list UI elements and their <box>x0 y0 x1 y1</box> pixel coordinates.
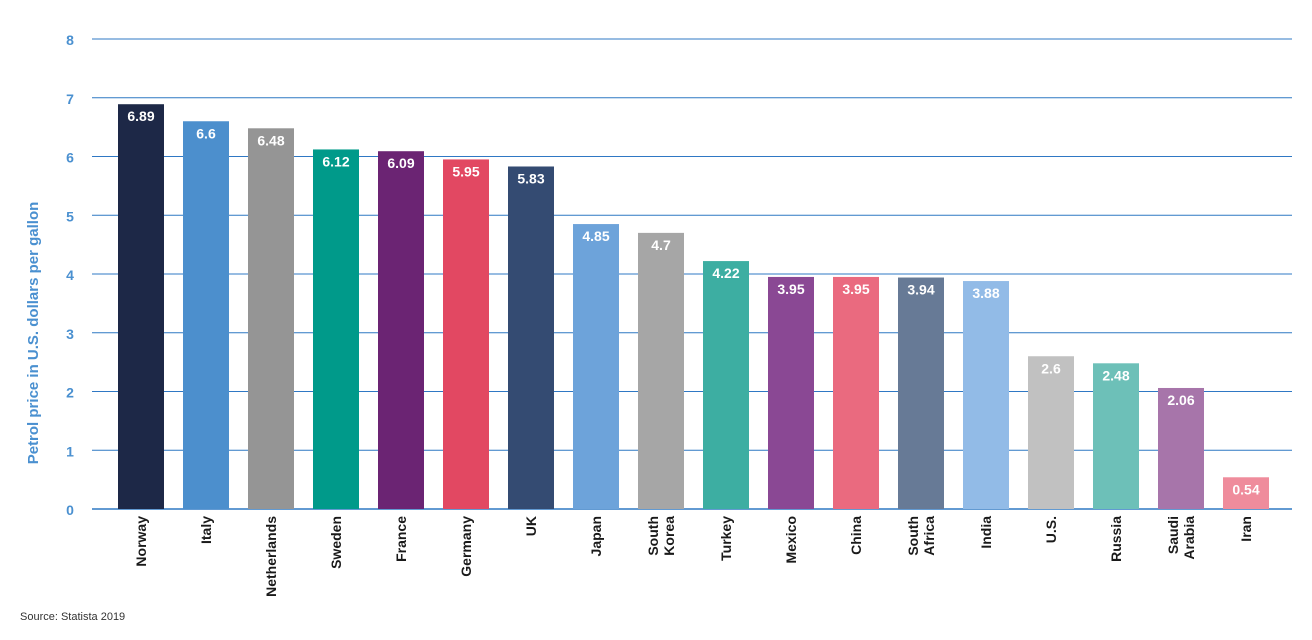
bar-value-label: 2.48 <box>1102 367 1129 383</box>
bar <box>378 151 424 509</box>
bar <box>1093 363 1139 509</box>
x-tick-label-line: Germany <box>458 516 474 577</box>
x-tick-label-line: U.S. <box>1043 516 1059 543</box>
x-tick-label: Iran <box>1238 516 1254 542</box>
bar-value-label: 3.95 <box>842 281 869 297</box>
bar-value-label: 3.88 <box>972 285 999 301</box>
bar <box>183 121 229 509</box>
bar <box>248 128 294 510</box>
bar <box>898 277 944 509</box>
y-axis-label: Petrol price in U.S. dollars per gallon <box>25 202 42 465</box>
x-tick-label-line: UK <box>523 516 539 536</box>
x-tick-label-line: Norway <box>133 516 149 567</box>
bar <box>963 281 1009 509</box>
y-tick-label: 7 <box>66 91 74 107</box>
bar-value-label: 5.95 <box>452 163 479 179</box>
y-tick-label: 1 <box>66 443 74 459</box>
x-tick-label-line: Saudi <box>1165 516 1181 554</box>
bar <box>1028 356 1074 509</box>
bar-value-label: 3.95 <box>777 281 804 297</box>
x-tick-label: China <box>848 516 864 555</box>
x-tick-label: U.S. <box>1043 516 1059 543</box>
x-tick-label: Russia <box>1108 516 1124 562</box>
bar-value-label: 4.85 <box>582 228 609 244</box>
x-tick-label: Norway <box>133 516 149 567</box>
x-tick-label-line: South <box>645 516 661 556</box>
x-axis-labels: Norway Italy Netherlands Sweden France German… <box>133 516 1254 597</box>
x-tick-label-line: China <box>848 516 864 555</box>
x-tick-label: India <box>978 516 994 549</box>
x-tick-label: SouthAfrica <box>905 516 937 556</box>
y-tick-label: 2 <box>66 385 74 401</box>
x-tick-label: Turkey <box>718 516 734 561</box>
x-tick-label: Germany <box>458 516 474 577</box>
y-tick-label: 4 <box>66 267 74 283</box>
bar <box>768 276 814 509</box>
bar-value-label: 2.06 <box>1167 392 1194 408</box>
x-tick-label-line: Iran <box>1238 516 1254 542</box>
x-tick-label-line: Sweden <box>328 516 344 569</box>
bar-value-label: 6.09 <box>387 155 414 171</box>
y-axis-ticks: 0 1 2 3 4 5 6 7 8 <box>66 32 74 518</box>
bar <box>443 159 489 509</box>
y-tick-label: 8 <box>66 32 74 48</box>
x-tick-label: Mexico <box>783 516 799 563</box>
bars: 6.89 6.6 6.48 6.12 6.09 5.95 5.83 4.85 4.7 4.22 3.… <box>118 104 1269 510</box>
x-tick-label-line: France <box>393 516 409 562</box>
bar-value-label: 6.89 <box>127 108 154 124</box>
x-tick-label-line: Africa <box>921 516 937 556</box>
bar-value-label: 6.6 <box>196 125 216 141</box>
bar-value-label: 6.12 <box>322 153 349 169</box>
bar-value-label: 6.48 <box>257 132 284 148</box>
x-tick-label: France <box>393 516 409 562</box>
x-tick-label-line: Italy <box>198 516 214 544</box>
bar <box>638 232 684 509</box>
x-tick-label-line: Russia <box>1108 516 1124 562</box>
bar <box>1158 387 1204 509</box>
x-tick-label-line: Japan <box>588 516 604 556</box>
x-tick-label: Netherlands <box>263 516 279 597</box>
x-tick-label: SouthKorea <box>645 516 677 556</box>
x-tick-label-line: Mexico <box>783 516 799 563</box>
bar <box>573 224 619 509</box>
bar-value-label: 4.7 <box>651 237 671 253</box>
bar <box>1223 477 1269 509</box>
bar <box>703 261 749 509</box>
x-tick-label: Italy <box>198 516 214 544</box>
x-tick-label-line: Arabia <box>1181 516 1197 560</box>
bar <box>508 166 554 510</box>
x-tick-label-line: Turkey <box>718 516 734 561</box>
x-tick-label-line: South <box>905 516 921 556</box>
bar-value-label: 4.22 <box>712 265 739 281</box>
y-tick-label: 3 <box>66 326 74 342</box>
y-tick-label: 0 <box>66 502 74 518</box>
bar <box>833 276 879 509</box>
bar-value-label: 3.94 <box>907 282 934 298</box>
y-tick-label: 5 <box>66 208 74 224</box>
y-tick-label: 6 <box>66 150 74 166</box>
x-tick-label: Sweden <box>328 516 344 569</box>
x-tick-label-line: Korea <box>661 516 677 556</box>
x-tick-label: Japan <box>588 516 604 556</box>
x-tick-label-line: India <box>978 516 994 549</box>
x-tick-label-line: Netherlands <box>263 516 279 597</box>
x-tick-label: SaudiArabia <box>1165 516 1197 560</box>
bar <box>313 149 359 509</box>
bar <box>118 104 164 510</box>
source-note: Source: Statista 2019 <box>20 611 126 623</box>
bar-value-label: 0.54 <box>1232 481 1259 497</box>
bar-value-label: 5.83 <box>517 170 544 186</box>
x-tick-label: UK <box>523 516 539 536</box>
bar-value-label: 2.6 <box>1041 360 1061 376</box>
